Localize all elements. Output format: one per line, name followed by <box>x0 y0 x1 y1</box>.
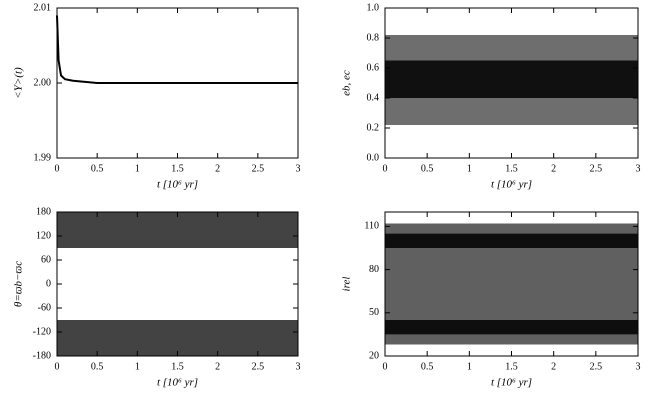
scatter-band <box>385 320 638 335</box>
x-tick-label: 0 <box>383 163 388 174</box>
x-tick-label: 0.5 <box>91 163 104 174</box>
y-tick-label: 0.6 <box>367 62 380 73</box>
x-tick-label: 0 <box>383 361 388 372</box>
y-tick-label: -120 <box>33 326 51 337</box>
y-tick-label: 110 <box>364 221 379 232</box>
x-tick-label: 0.5 <box>421 361 434 372</box>
x-tick-label: 2 <box>215 163 220 174</box>
scatter-band <box>385 223 638 345</box>
x-tick-label: 2 <box>215 361 220 372</box>
y-axis-label: <Y>(t) <box>13 67 25 99</box>
scatter-band <box>385 60 638 98</box>
y-tick-label: 1.0 <box>367 2 380 13</box>
x-tick-label: 1.5 <box>171 361 184 372</box>
y-tick-label: 1.99 <box>34 152 52 163</box>
x-tick-label: 2.5 <box>590 361 603 372</box>
x-axis-label: t [10⁶ yr] <box>491 377 532 389</box>
y-tick-label: 20 <box>369 350 379 361</box>
x-tick-label: 0.5 <box>421 163 434 174</box>
x-tick-label: 0 <box>55 361 60 372</box>
x-tick-label: 1 <box>467 163 472 174</box>
scatter-band <box>385 233 638 248</box>
x-tick-label: 3 <box>296 361 301 372</box>
y-tick-label: -180 <box>33 350 51 361</box>
x-tick-label: 1 <box>135 361 140 372</box>
y-tick-label: 2.00 <box>34 77 52 88</box>
scatter-band <box>57 320 298 356</box>
x-tick-label: 1.5 <box>505 163 518 174</box>
x-tick-label: 1.5 <box>505 361 518 372</box>
x-axis-label: t [10⁶ yr] <box>157 377 198 389</box>
x-tick-label: 3 <box>296 163 301 174</box>
x-axis-label: t [10⁶ yr] <box>157 179 198 191</box>
y-tick-label: 0.0 <box>367 152 380 163</box>
x-tick-label: 0 <box>55 163 60 174</box>
x-axis-label: t [10⁶ yr] <box>491 179 532 191</box>
x-tick-label: 3 <box>636 163 641 174</box>
x-tick-label: 2.5 <box>252 163 265 174</box>
y-tick-label: 2.01 <box>34 2 52 13</box>
x-tick-label: 3 <box>636 361 641 372</box>
x-tick-label: 2 <box>551 361 556 372</box>
y-tick-label: 0.4 <box>367 92 380 103</box>
x-tick-label: 0.5 <box>91 361 104 372</box>
x-tick-label: 2.5 <box>590 163 603 174</box>
x-tick-label: 1 <box>467 361 472 372</box>
y-tick-label: 0.8 <box>367 32 380 43</box>
y-tick-label: 50 <box>369 307 379 318</box>
y-axis-label: eb, ec <box>341 70 353 96</box>
x-tick-label: 2 <box>551 163 556 174</box>
y-axis-label: θ=ϖb−ϖc <box>13 261 25 307</box>
y-tick-label: 0 <box>46 278 51 289</box>
y-axis-label: irel <box>341 277 353 292</box>
y-tick-label: 80 <box>369 264 379 275</box>
y-tick-label: 180 <box>36 206 51 217</box>
y-tick-label: -60 <box>38 302 51 313</box>
x-tick-label: 1.5 <box>171 163 184 174</box>
x-tick-label: 1 <box>135 163 140 174</box>
y-tick-label: 60 <box>41 254 51 265</box>
x-tick-label: 2.5 <box>252 361 265 372</box>
y-tick-label: 0.2 <box>367 122 380 133</box>
scatter-band <box>57 212 298 248</box>
y-tick-label: 120 <box>36 230 51 241</box>
line <box>56 15 298 84</box>
